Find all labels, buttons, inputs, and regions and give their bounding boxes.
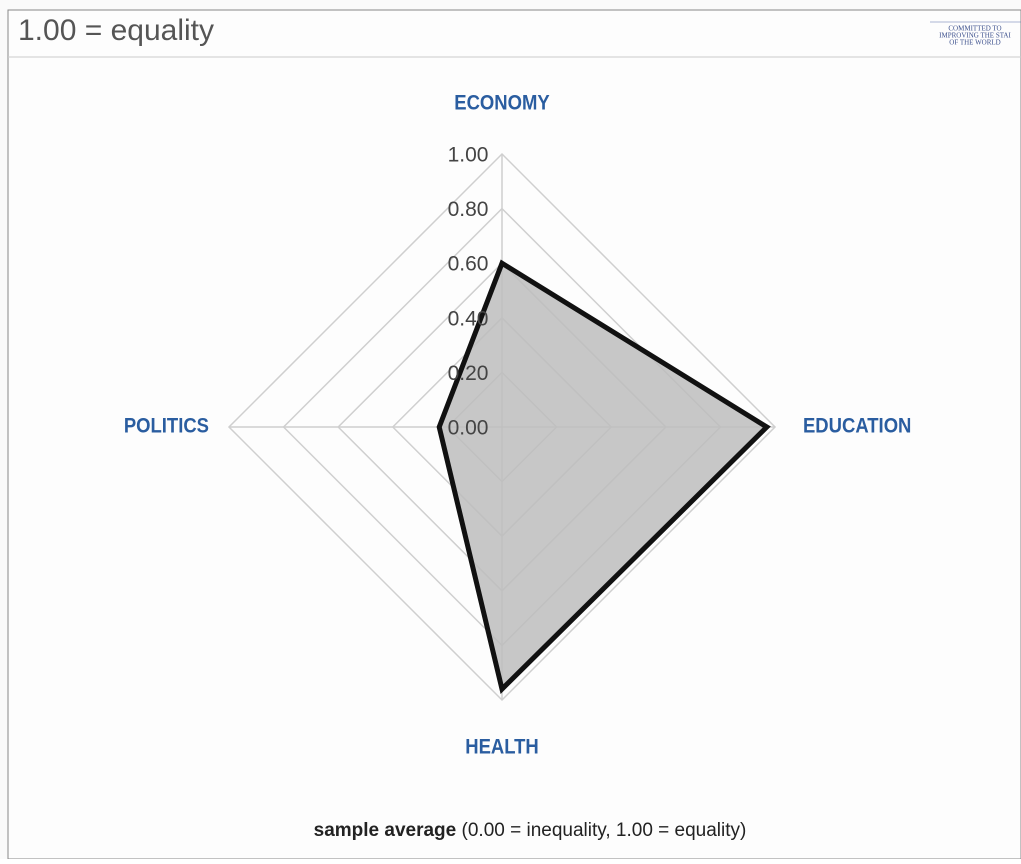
caption-text: (0.00 = inequality, 1.00 = equality) (462, 820, 747, 841)
r-tick-label: 0.60 (448, 253, 489, 276)
r-tick-label: 0.00 (448, 417, 489, 440)
r-tick-label: 1.00 (448, 144, 489, 167)
category-label: ECONOMY (454, 91, 549, 114)
series-area (436, 259, 771, 694)
logo-line: COMMITTED TO (948, 25, 1001, 33)
legend-entry: sample average (314, 820, 457, 841)
logo: COMMITTED TO IMPROVING THE STAI OF THE W… (939, 25, 1011, 47)
header-title: 1.00 = equality (18, 14, 214, 47)
category-label: HEALTH (465, 735, 539, 758)
logo-line: OF THE WORLD (949, 39, 1000, 47)
logo-line: IMPROVING THE STAI (939, 32, 1011, 40)
category-label: EDUCATION (803, 414, 911, 437)
caption: sample average (0.00 = inequality, 1.00 … (314, 820, 747, 841)
r-tick-label: 0.80 (448, 198, 489, 221)
r-tick-label: 0.20 (448, 362, 489, 385)
r-tick-label: 0.40 (448, 307, 489, 330)
category-label: POLITICS (124, 414, 209, 437)
